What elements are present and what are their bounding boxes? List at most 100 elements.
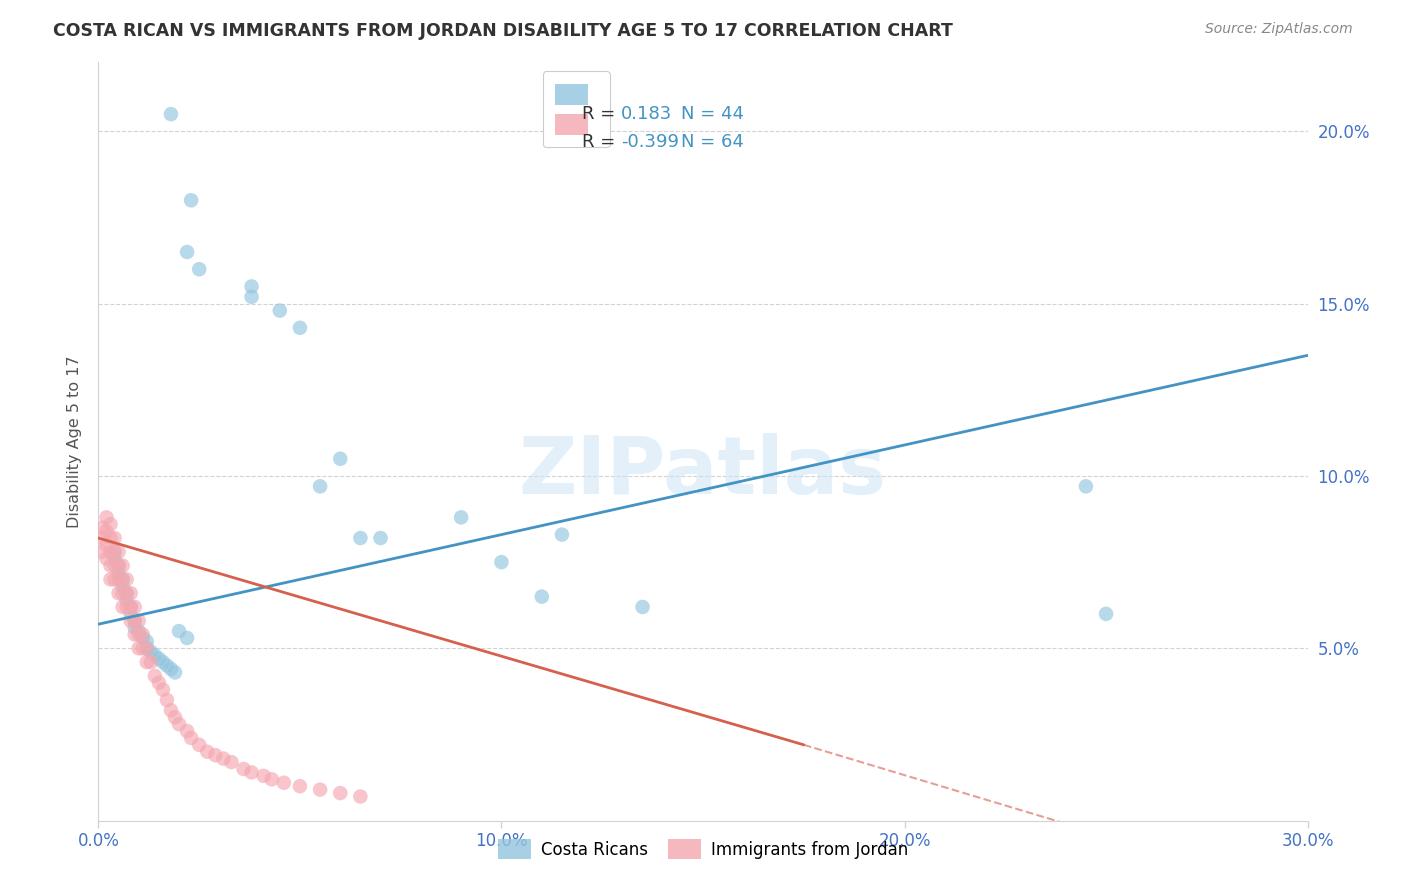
Point: [1095, 607, 1118, 621]
Text: -0.399: -0.399: [621, 133, 679, 151]
Point: [132, 627, 155, 641]
Point: [91, 545, 114, 559]
Point: [124, 599, 146, 614]
Point: [156, 658, 179, 673]
Point: [115, 586, 138, 600]
Point: [143, 648, 166, 663]
Text: N = 44: N = 44: [682, 105, 744, 123]
Point: [160, 703, 183, 717]
Point: [240, 279, 263, 293]
Point: [232, 762, 254, 776]
Text: COSTA RICAN VS IMMIGRANTS FROM JORDAN DISABILITY AGE 5 TO 17 CORRELATION CHART: COSTA RICAN VS IMMIGRANTS FROM JORDAN DI…: [53, 22, 953, 40]
Point: [120, 599, 142, 614]
Point: [120, 607, 142, 621]
Point: [91, 531, 114, 545]
Point: [139, 655, 162, 669]
Point: [188, 738, 211, 752]
Point: [120, 599, 142, 614]
Point: [132, 641, 155, 656]
Point: [120, 614, 142, 628]
Point: [135, 641, 157, 656]
Point: [288, 779, 311, 793]
Point: [107, 573, 129, 587]
Point: [124, 627, 146, 641]
Point: [120, 586, 142, 600]
Point: [240, 290, 263, 304]
Point: [111, 558, 134, 573]
Point: [204, 748, 226, 763]
Text: ZIPatlas: ZIPatlas: [519, 433, 887, 511]
Point: [152, 655, 174, 669]
Point: [103, 551, 125, 566]
Point: [100, 531, 122, 545]
Point: [167, 717, 190, 731]
Point: [180, 194, 202, 208]
Point: [631, 599, 654, 614]
Point: [115, 573, 138, 587]
Point: [1074, 479, 1097, 493]
Point: [115, 586, 138, 600]
Point: [288, 320, 311, 334]
Text: Source: ZipAtlas.com: Source: ZipAtlas.com: [1205, 22, 1353, 37]
Point: [111, 573, 134, 587]
Point: [349, 789, 371, 804]
Point: [128, 641, 150, 656]
Point: [163, 710, 186, 724]
Point: [96, 551, 118, 566]
Point: [176, 631, 198, 645]
Point: [273, 776, 295, 790]
Point: [329, 786, 352, 800]
Y-axis label: Disability Age 5 to 17: Disability Age 5 to 17: [67, 355, 83, 528]
Point: [160, 107, 183, 121]
Text: 0.183: 0.183: [621, 105, 672, 123]
Point: [221, 755, 243, 769]
Point: [349, 531, 371, 545]
Legend: Costa Ricans, Immigrants from Jordan: Costa Ricans, Immigrants from Jordan: [491, 833, 915, 865]
Point: [491, 555, 513, 569]
Point: [176, 724, 198, 739]
Point: [111, 573, 134, 587]
Point: [180, 731, 202, 745]
Point: [115, 593, 138, 607]
Point: [96, 524, 118, 538]
Point: [107, 545, 129, 559]
Point: [309, 479, 332, 493]
Point: [156, 693, 179, 707]
Point: [107, 566, 129, 580]
Text: R =: R =: [582, 133, 621, 151]
Point: [135, 641, 157, 656]
Point: [530, 590, 553, 604]
Point: [143, 669, 166, 683]
Point: [96, 538, 118, 552]
Point: [111, 599, 134, 614]
Point: [103, 545, 125, 559]
Point: [195, 745, 218, 759]
Point: [160, 662, 183, 676]
Point: [100, 517, 122, 532]
Point: [135, 655, 157, 669]
Point: [212, 751, 235, 765]
Text: R =: R =: [582, 105, 621, 123]
Point: [115, 599, 138, 614]
Point: [128, 614, 150, 628]
Point: [139, 645, 162, 659]
Point: [163, 665, 186, 680]
Point: [128, 627, 150, 641]
Point: [253, 769, 276, 783]
Point: [91, 521, 114, 535]
Point: [111, 586, 134, 600]
Point: [148, 675, 170, 690]
Point: [111, 579, 134, 593]
Point: [152, 682, 174, 697]
Point: [188, 262, 211, 277]
Point: [176, 244, 198, 259]
Point: [100, 545, 122, 559]
Point: [148, 651, 170, 665]
Point: [107, 558, 129, 573]
Point: [103, 558, 125, 573]
Point: [309, 782, 332, 797]
Point: [260, 772, 283, 787]
Point: [135, 634, 157, 648]
Point: [551, 527, 574, 541]
Point: [124, 621, 146, 635]
